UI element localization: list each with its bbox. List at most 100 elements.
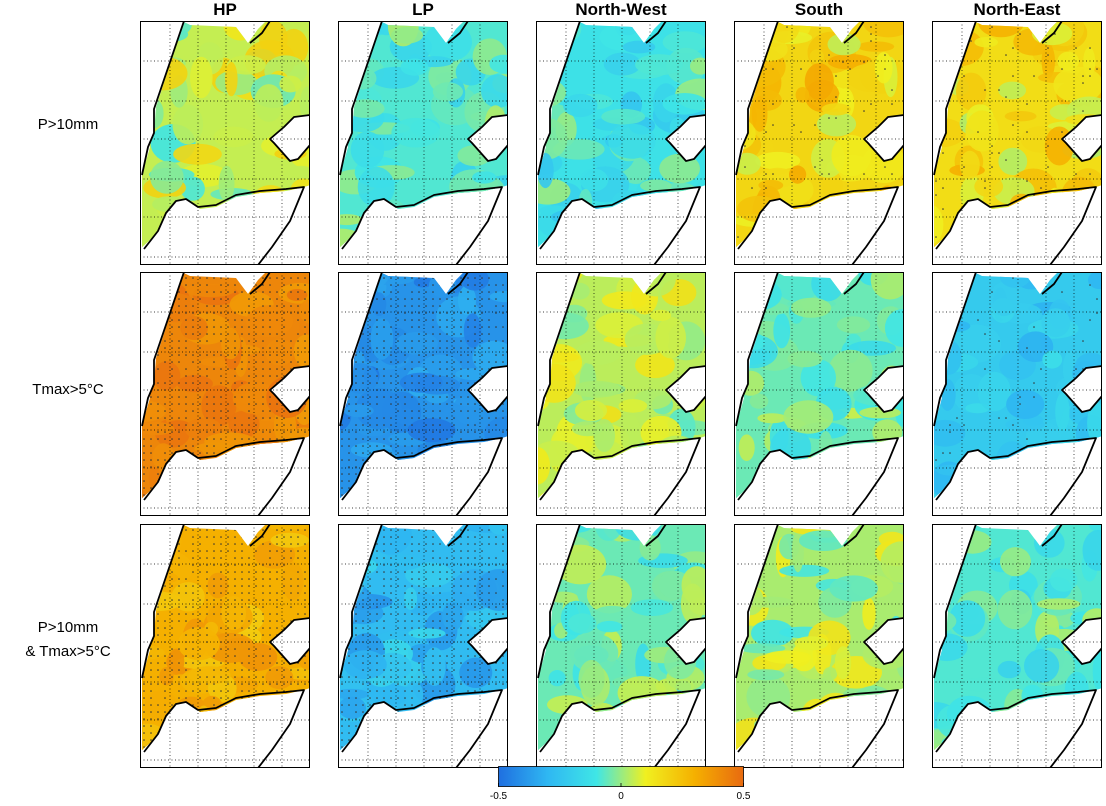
significance-dot bbox=[262, 368, 264, 370]
significance-dot bbox=[220, 291, 222, 293]
significance-dot bbox=[439, 326, 441, 328]
map-panel-svg bbox=[932, 21, 1102, 265]
significance-dot bbox=[234, 606, 236, 608]
significance-dot bbox=[425, 312, 427, 314]
significance-dot bbox=[383, 319, 385, 321]
map-panel-1-4 bbox=[734, 21, 904, 265]
significance-dot bbox=[446, 333, 448, 335]
significance-dot bbox=[383, 298, 385, 300]
significance-dot bbox=[439, 361, 441, 363]
significance-dot bbox=[199, 382, 201, 384]
significance-dot bbox=[304, 550, 306, 552]
significance-dot bbox=[383, 375, 385, 377]
significance-dot bbox=[376, 648, 378, 650]
significance-dot bbox=[369, 396, 371, 398]
significance-dot bbox=[171, 319, 173, 321]
significance-dot bbox=[297, 312, 299, 314]
sea-area bbox=[140, 690, 310, 768]
significance-dot bbox=[390, 571, 392, 573]
outside-area bbox=[538, 21, 580, 167]
significance-dot bbox=[390, 536, 392, 538]
significance-dot bbox=[870, 40, 872, 42]
significance-dot bbox=[453, 333, 455, 335]
significance-dot bbox=[241, 438, 243, 440]
significance-dot bbox=[411, 277, 413, 279]
significance-dot bbox=[220, 305, 222, 307]
significance-dot bbox=[935, 194, 937, 196]
significance-dot bbox=[404, 613, 406, 615]
significance-dot bbox=[234, 585, 236, 587]
significance-dot bbox=[432, 543, 434, 545]
significance-dot bbox=[425, 550, 427, 552]
significance-dot bbox=[276, 354, 278, 356]
significance-dot bbox=[164, 424, 166, 426]
significance-dot bbox=[164, 396, 166, 398]
significance-dot bbox=[467, 529, 469, 531]
significance-dot bbox=[390, 669, 392, 671]
significance-dot bbox=[304, 585, 306, 587]
significance-dot bbox=[418, 410, 420, 412]
significance-dot bbox=[220, 599, 222, 601]
significance-dot bbox=[390, 655, 392, 657]
field-patch bbox=[177, 627, 220, 661]
significance-dot bbox=[369, 592, 371, 594]
significance-dot bbox=[241, 662, 243, 664]
significance-dot bbox=[164, 669, 166, 671]
significance-dot bbox=[383, 417, 385, 419]
significance-dot bbox=[199, 599, 201, 601]
field-patch bbox=[355, 388, 402, 430]
significance-dot bbox=[481, 298, 483, 300]
significance-dot bbox=[376, 543, 378, 545]
significance-dot bbox=[276, 592, 278, 594]
significance-dot bbox=[786, 26, 788, 28]
significance-dot bbox=[467, 564, 469, 566]
significance-dot bbox=[262, 277, 264, 279]
field-patch bbox=[1006, 389, 1045, 419]
significance-dot bbox=[467, 298, 469, 300]
significance-dot bbox=[439, 669, 441, 671]
significance-dot bbox=[502, 585, 504, 587]
coastline bbox=[249, 21, 271, 44]
column-title-5: North-East bbox=[973, 0, 1061, 19]
significance-dot bbox=[213, 662, 215, 664]
significance-dot bbox=[963, 75, 965, 77]
significance-dot bbox=[220, 298, 222, 300]
significance-dot bbox=[164, 361, 166, 363]
significance-dot bbox=[390, 284, 392, 286]
significance-dot bbox=[425, 697, 427, 699]
significance-dot bbox=[241, 571, 243, 573]
field-patch bbox=[343, 650, 387, 680]
significance-dot bbox=[276, 529, 278, 531]
significance-dot bbox=[262, 529, 264, 531]
significance-dot bbox=[269, 368, 271, 370]
field-patch bbox=[340, 214, 363, 226]
significance-dot bbox=[502, 305, 504, 307]
significance-dot bbox=[157, 676, 159, 678]
significance-dot bbox=[206, 354, 208, 356]
significance-dot bbox=[192, 606, 194, 608]
significance-dot bbox=[150, 690, 152, 692]
significance-dot bbox=[255, 676, 257, 678]
significance-dot bbox=[297, 529, 299, 531]
significance-dot bbox=[383, 396, 385, 398]
significance-dot bbox=[1019, 403, 1021, 405]
significance-dot bbox=[481, 606, 483, 608]
significance-dot bbox=[355, 676, 357, 678]
significance-dot bbox=[171, 438, 173, 440]
significance-dot bbox=[432, 585, 434, 587]
field-patch bbox=[340, 688, 369, 700]
field-patch bbox=[622, 40, 656, 54]
significance-dot bbox=[488, 340, 490, 342]
significance-dot bbox=[213, 599, 215, 601]
significance-dot bbox=[199, 319, 201, 321]
significance-dot bbox=[206, 606, 208, 608]
significance-dot bbox=[418, 683, 420, 685]
significance-dot bbox=[460, 382, 462, 384]
significance-dot bbox=[206, 403, 208, 405]
significance-dot bbox=[404, 599, 406, 601]
significance-dot bbox=[376, 361, 378, 363]
significance-dot bbox=[157, 459, 159, 461]
significance-dot bbox=[150, 711, 152, 713]
significance-dot bbox=[348, 697, 350, 699]
significance-dot bbox=[404, 319, 406, 321]
